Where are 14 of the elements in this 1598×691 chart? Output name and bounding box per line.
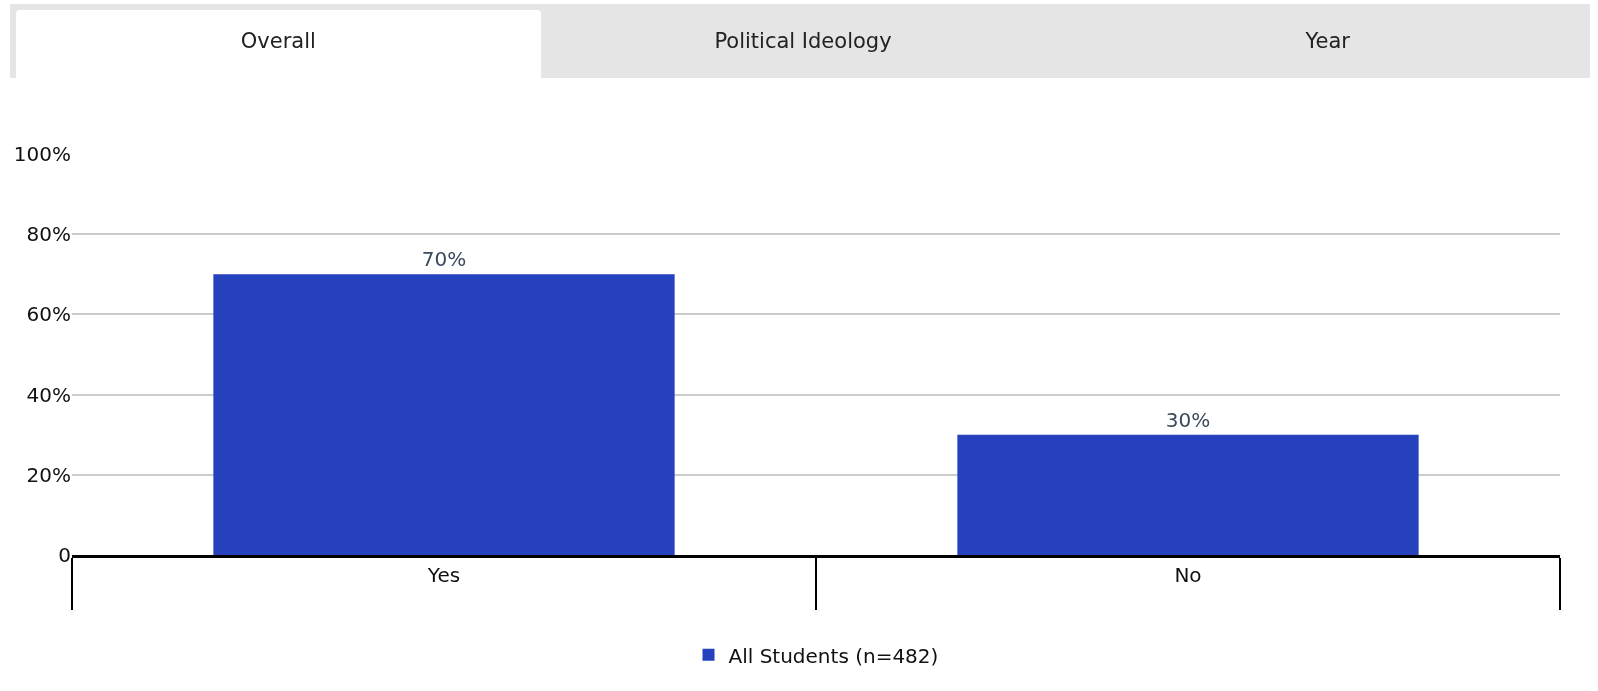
x-tick-label: Yes bbox=[426, 563, 461, 587]
x-tick-label: No bbox=[1174, 563, 1202, 587]
y-tick-label: 60% bbox=[26, 302, 71, 327]
y-tick-label: 40% bbox=[26, 382, 71, 407]
y-tick-label: 80% bbox=[26, 222, 71, 247]
y-tick-label: 20% bbox=[26, 462, 71, 487]
data-label: 30% bbox=[1165, 407, 1211, 432]
y-tick-label: 100% bbox=[13, 142, 71, 166]
data-label: 70% bbox=[421, 247, 467, 272]
text: Overall bbox=[16, 10, 541, 78]
legend-label: All Students (n=482) bbox=[728, 643, 939, 668]
text: Political Ideology bbox=[713, 28, 893, 55]
text: Year bbox=[1304, 28, 1351, 55]
y-tick-label: 0 bbox=[58, 543, 71, 567]
